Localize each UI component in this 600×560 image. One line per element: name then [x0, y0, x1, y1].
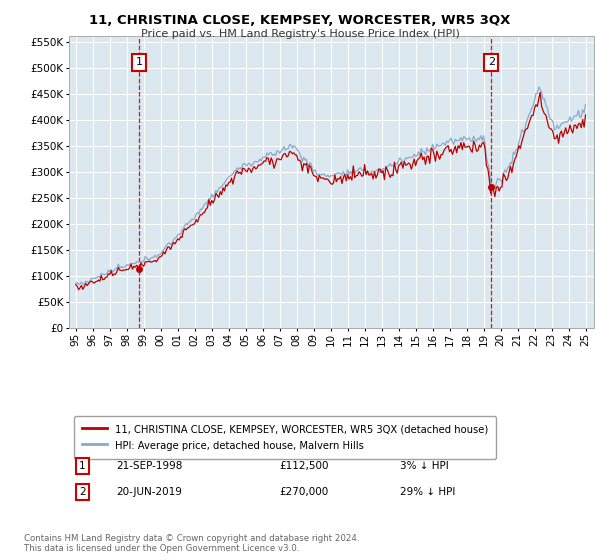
Text: £270,000: £270,000 — [279, 487, 328, 497]
Text: Price paid vs. HM Land Registry's House Price Index (HPI): Price paid vs. HM Land Registry's House … — [140, 29, 460, 39]
Text: 11, CHRISTINA CLOSE, KEMPSEY, WORCESTER, WR5 3QX: 11, CHRISTINA CLOSE, KEMPSEY, WORCESTER,… — [89, 14, 511, 27]
Text: 20-JUN-2019: 20-JUN-2019 — [116, 487, 182, 497]
Legend: 11, CHRISTINA CLOSE, KEMPSEY, WORCESTER, WR5 3QX (detached house), HPI: Average : 11, CHRISTINA CLOSE, KEMPSEY, WORCESTER,… — [74, 416, 496, 459]
Text: 21-SEP-1998: 21-SEP-1998 — [116, 461, 182, 471]
Text: £112,500: £112,500 — [279, 461, 329, 471]
Text: 2: 2 — [488, 58, 495, 67]
Text: 29% ↓ HPI: 29% ↓ HPI — [400, 487, 455, 497]
Text: 1: 1 — [136, 58, 143, 67]
Text: Contains HM Land Registry data © Crown copyright and database right 2024.
This d: Contains HM Land Registry data © Crown c… — [24, 534, 359, 553]
Text: 3% ↓ HPI: 3% ↓ HPI — [400, 461, 449, 471]
Text: 2: 2 — [79, 487, 85, 497]
Text: 1: 1 — [79, 461, 85, 471]
